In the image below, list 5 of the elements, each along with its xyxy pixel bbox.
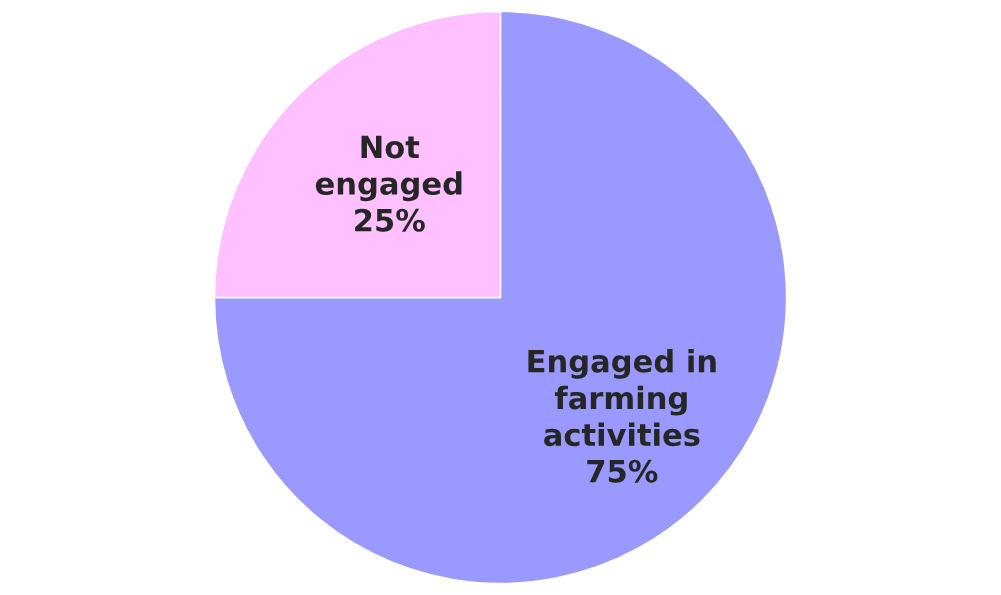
slice-label: Not engaged: [315, 135, 462, 202]
data-label: 75%: [587, 459, 658, 483]
data-label: 25%: [355, 208, 425, 232]
pie-slice: [213, 10, 788, 585]
slice-label: Engaged in farming activities: [528, 349, 716, 447]
